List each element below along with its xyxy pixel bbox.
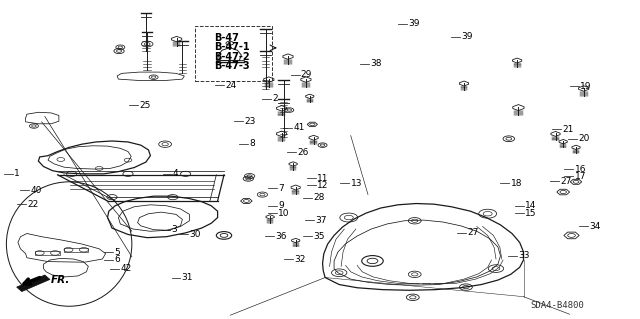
Text: 29: 29: [301, 70, 312, 79]
Text: 33: 33: [518, 251, 530, 260]
Text: 22: 22: [27, 200, 38, 209]
Text: 27: 27: [467, 228, 479, 237]
Text: 6: 6: [114, 256, 120, 264]
Text: B-47-1: B-47-1: [214, 42, 250, 52]
Text: 13: 13: [351, 179, 362, 188]
Bar: [35, 251, 60, 255]
Text: 9: 9: [278, 201, 284, 210]
Text: 20: 20: [579, 134, 590, 143]
Text: 30: 30: [189, 230, 201, 239]
Text: 42: 42: [120, 264, 132, 273]
Text: FR.: FR.: [51, 275, 70, 285]
Text: 28: 28: [314, 193, 325, 202]
Polygon shape: [17, 275, 50, 292]
Text: 27: 27: [561, 177, 572, 186]
Text: 41: 41: [293, 123, 305, 132]
Text: 26: 26: [297, 148, 308, 157]
Bar: [195, 26, 272, 81]
Text: 1: 1: [14, 169, 20, 178]
Text: 39: 39: [461, 32, 472, 41]
Text: 14: 14: [525, 201, 536, 210]
Text: B-47-2: B-47-2: [214, 52, 250, 62]
Text: 37: 37: [315, 216, 326, 225]
Bar: [64, 248, 88, 252]
Text: 8: 8: [250, 139, 255, 148]
Text: 31: 31: [182, 273, 193, 282]
Text: 34: 34: [589, 222, 600, 231]
Text: 21: 21: [562, 125, 573, 134]
Text: 18: 18: [511, 179, 522, 188]
Text: 36: 36: [275, 232, 287, 241]
Text: 3: 3: [172, 225, 177, 234]
Text: 39: 39: [408, 19, 420, 28]
Text: 25: 25: [140, 101, 151, 110]
Text: 5: 5: [114, 248, 120, 256]
Text: 17: 17: [575, 172, 586, 181]
Text: 38: 38: [370, 59, 381, 68]
Text: B-47-3: B-47-3: [214, 61, 250, 71]
Text: 11: 11: [317, 174, 328, 182]
Text: 2: 2: [272, 94, 278, 103]
Text: 4: 4: [173, 169, 179, 178]
Text: SDA4-B4800: SDA4-B4800: [530, 301, 584, 310]
Text: 19: 19: [580, 82, 591, 91]
Text: 10: 10: [278, 209, 290, 218]
Text: 15: 15: [525, 209, 536, 218]
Text: 35: 35: [314, 232, 325, 241]
Text: 12: 12: [317, 181, 328, 189]
Text: B-47: B-47: [214, 33, 239, 43]
Text: 32: 32: [294, 255, 306, 263]
Text: 24: 24: [225, 81, 237, 90]
Text: 40: 40: [31, 186, 42, 195]
Text: 7: 7: [278, 184, 284, 193]
Text: 16: 16: [575, 165, 586, 174]
Text: 23: 23: [244, 117, 256, 126]
